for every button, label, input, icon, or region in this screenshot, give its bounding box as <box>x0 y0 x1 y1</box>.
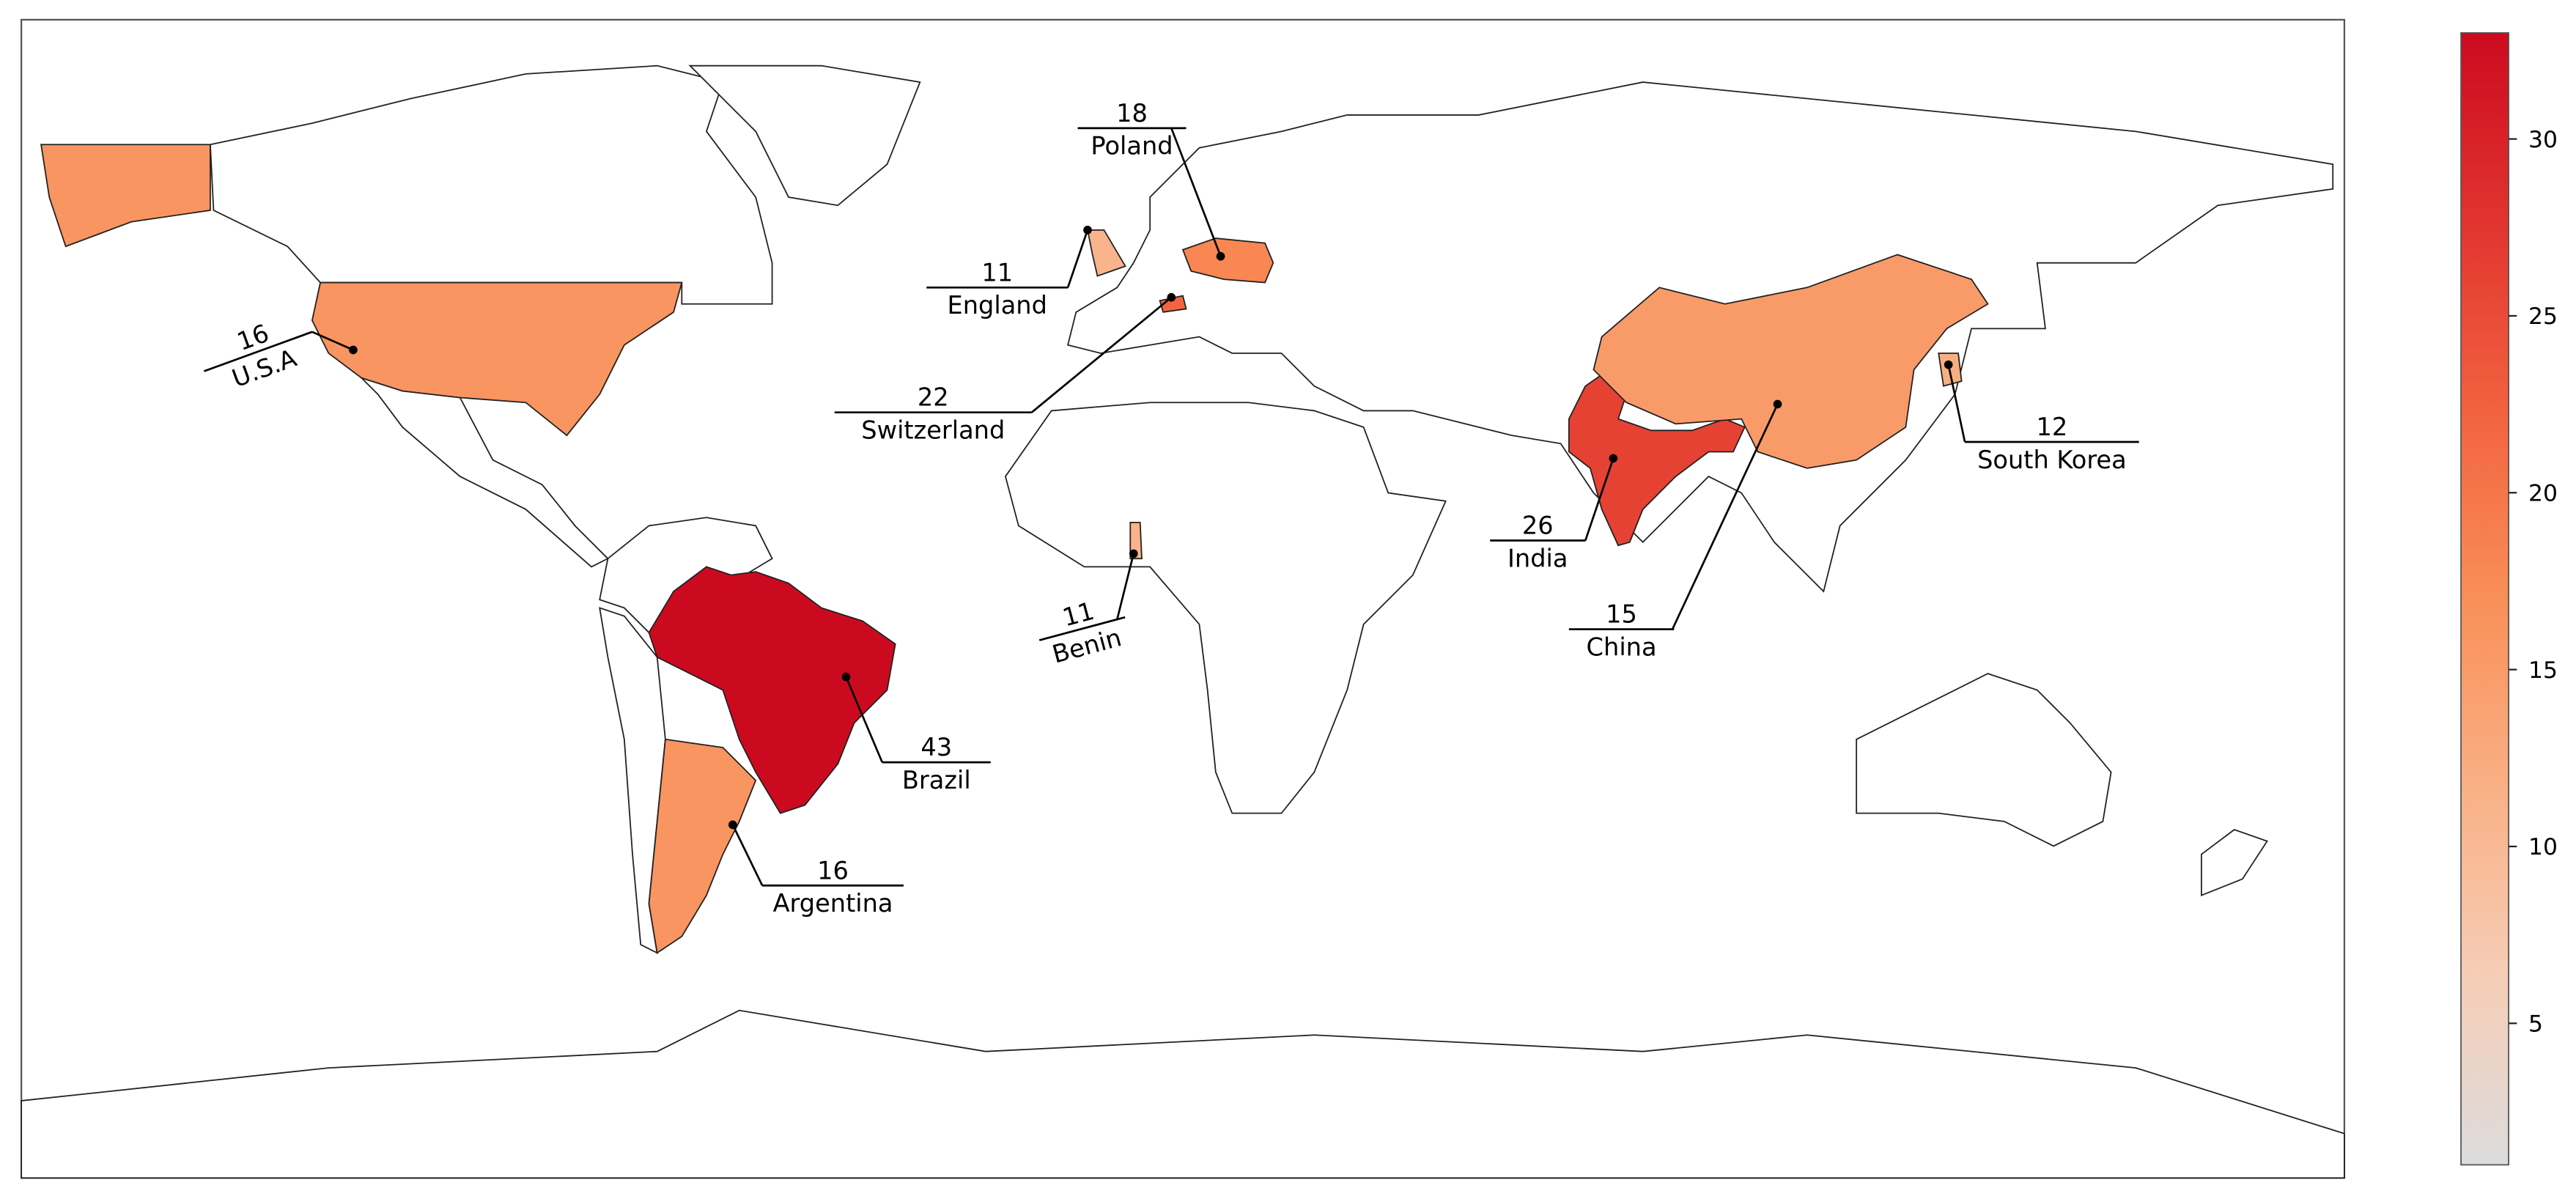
value-label: 43 <box>920 733 952 761</box>
land <box>210 64 773 305</box>
region-label: China <box>1587 632 1657 661</box>
leader-line <box>731 824 764 886</box>
leader-line <box>845 676 884 763</box>
colorbar-tick-label: 15 <box>2528 657 2558 684</box>
leader-line <box>1584 458 1614 541</box>
region <box>1181 237 1274 284</box>
land <box>2200 829 2268 897</box>
colorbar-tick-label: 25 <box>2528 303 2558 330</box>
region-label: Switzerland <box>861 416 1005 445</box>
anchor-dot <box>841 672 851 682</box>
region-label: Argentina <box>773 889 893 918</box>
callout: 18 Poland <box>1077 99 1186 161</box>
colorbar <box>2460 32 2509 1166</box>
leader-line <box>1671 403 1779 630</box>
colorbar-tick-label: 20 <box>2528 481 2558 507</box>
colorbar-tick-label: 30 <box>2528 127 2558 153</box>
callout: 26 India <box>1490 512 1586 572</box>
region <box>1593 254 1989 469</box>
region <box>1086 229 1126 277</box>
land <box>599 517 773 634</box>
callout-underline <box>1038 616 1126 641</box>
callout-underline <box>204 331 313 372</box>
anchor-dot <box>1609 454 1618 463</box>
region <box>648 738 757 954</box>
leader-line <box>311 331 354 351</box>
value-label: 22 <box>918 383 949 412</box>
callout: 16 Argentina <box>762 856 904 918</box>
leader-line <box>1116 553 1135 620</box>
land <box>688 64 921 207</box>
colorbar-tick-label: 5 <box>2528 1011 2543 1038</box>
anchor-dot <box>1944 360 1953 369</box>
region-label: South Korea <box>1977 446 2127 474</box>
anchor-dot <box>1083 226 1092 235</box>
callout: 11 England <box>926 258 1069 320</box>
colorbar-tick-label: 10 <box>2528 834 2558 860</box>
region-label: Brazil <box>902 766 971 794</box>
region-label: England <box>947 291 1047 320</box>
value-label: 15 <box>1606 600 1637 629</box>
leader-line <box>1170 128 1222 257</box>
region <box>40 144 211 248</box>
leader-line <box>1947 364 1966 443</box>
region-label: India <box>1507 544 1568 572</box>
leader-line <box>1066 229 1089 288</box>
land <box>1856 673 2112 847</box>
callout: 43 Brazil <box>882 733 991 794</box>
callout: 12 South Korea <box>1965 413 2139 474</box>
value-label: 16 <box>817 856 849 885</box>
land <box>21 1009 2345 1179</box>
land <box>1004 402 1447 814</box>
colorbar-ticks: 5 10 15 20 25 30 <box>2509 127 2558 1038</box>
region-label: Poland <box>1090 132 1173 161</box>
land <box>599 607 666 954</box>
callout: 15 China <box>1568 600 1675 661</box>
regions <box>40 144 1989 954</box>
value-label: 11 <box>981 258 1013 287</box>
anchor-dot <box>1129 549 1138 558</box>
callout: 22 Switzerland <box>834 383 1032 445</box>
region <box>311 281 683 437</box>
leader-line <box>1030 296 1173 413</box>
region <box>648 566 896 814</box>
value-label: 18 <box>1116 99 1148 128</box>
value-label: 26 <box>1522 512 1554 540</box>
value-label: 12 <box>2037 413 2068 441</box>
